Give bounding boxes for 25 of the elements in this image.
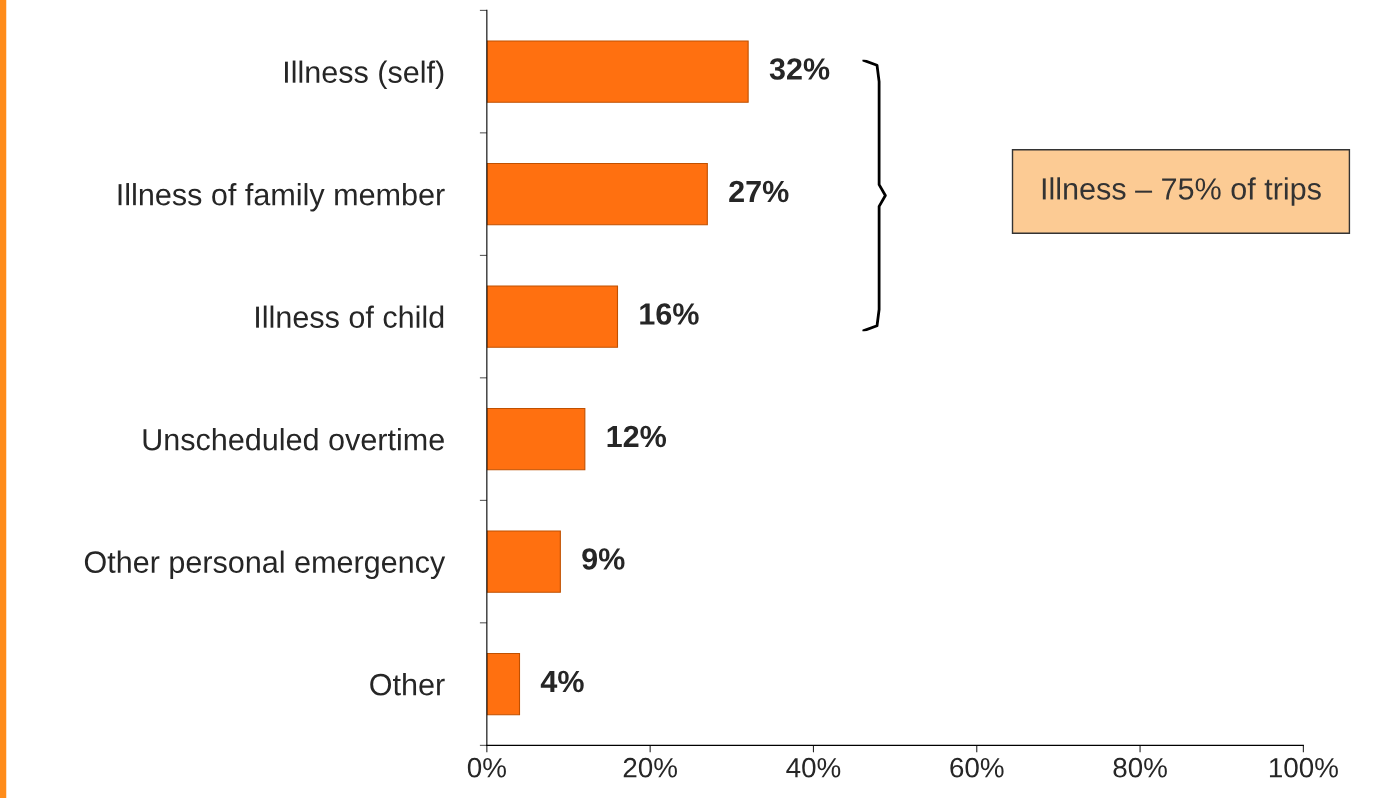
annotation: Illness – 75% of trips <box>1042 177 1321 206</box>
bar <box>486 285 619 348</box>
data-label: 16% <box>640 303 699 325</box>
bar <box>486 652 521 716</box>
x-tick-label: 100% <box>1269 757 1338 778</box>
y-tick-label: Unscheduled overtime <box>143 428 444 451</box>
y-tick-label: Illness of family member <box>118 183 445 212</box>
bar <box>486 40 749 103</box>
x-tick-label: 20% <box>623 757 677 778</box>
data-label: 32% <box>769 58 830 80</box>
x-tick-label: 80% <box>1113 757 1167 778</box>
x-tick-label: 40% <box>786 757 841 778</box>
bar <box>486 407 586 471</box>
data-label: 9% <box>582 548 625 570</box>
data-label: 12% <box>607 425 667 448</box>
bar <box>486 162 708 226</box>
x-tick-label: 0% <box>467 757 506 778</box>
x-tick-label: 60% <box>950 757 1004 778</box>
y-tick-label: Illness (self) <box>285 60 444 90</box>
y-tick-label: Illness of child <box>256 305 444 328</box>
bar <box>486 530 561 593</box>
data-label: 27% <box>729 180 789 203</box>
y-tick-label: Other personal emergency <box>84 550 446 579</box>
data-label: 4% <box>540 670 584 693</box>
y-tick-label: Other <box>370 673 445 696</box>
